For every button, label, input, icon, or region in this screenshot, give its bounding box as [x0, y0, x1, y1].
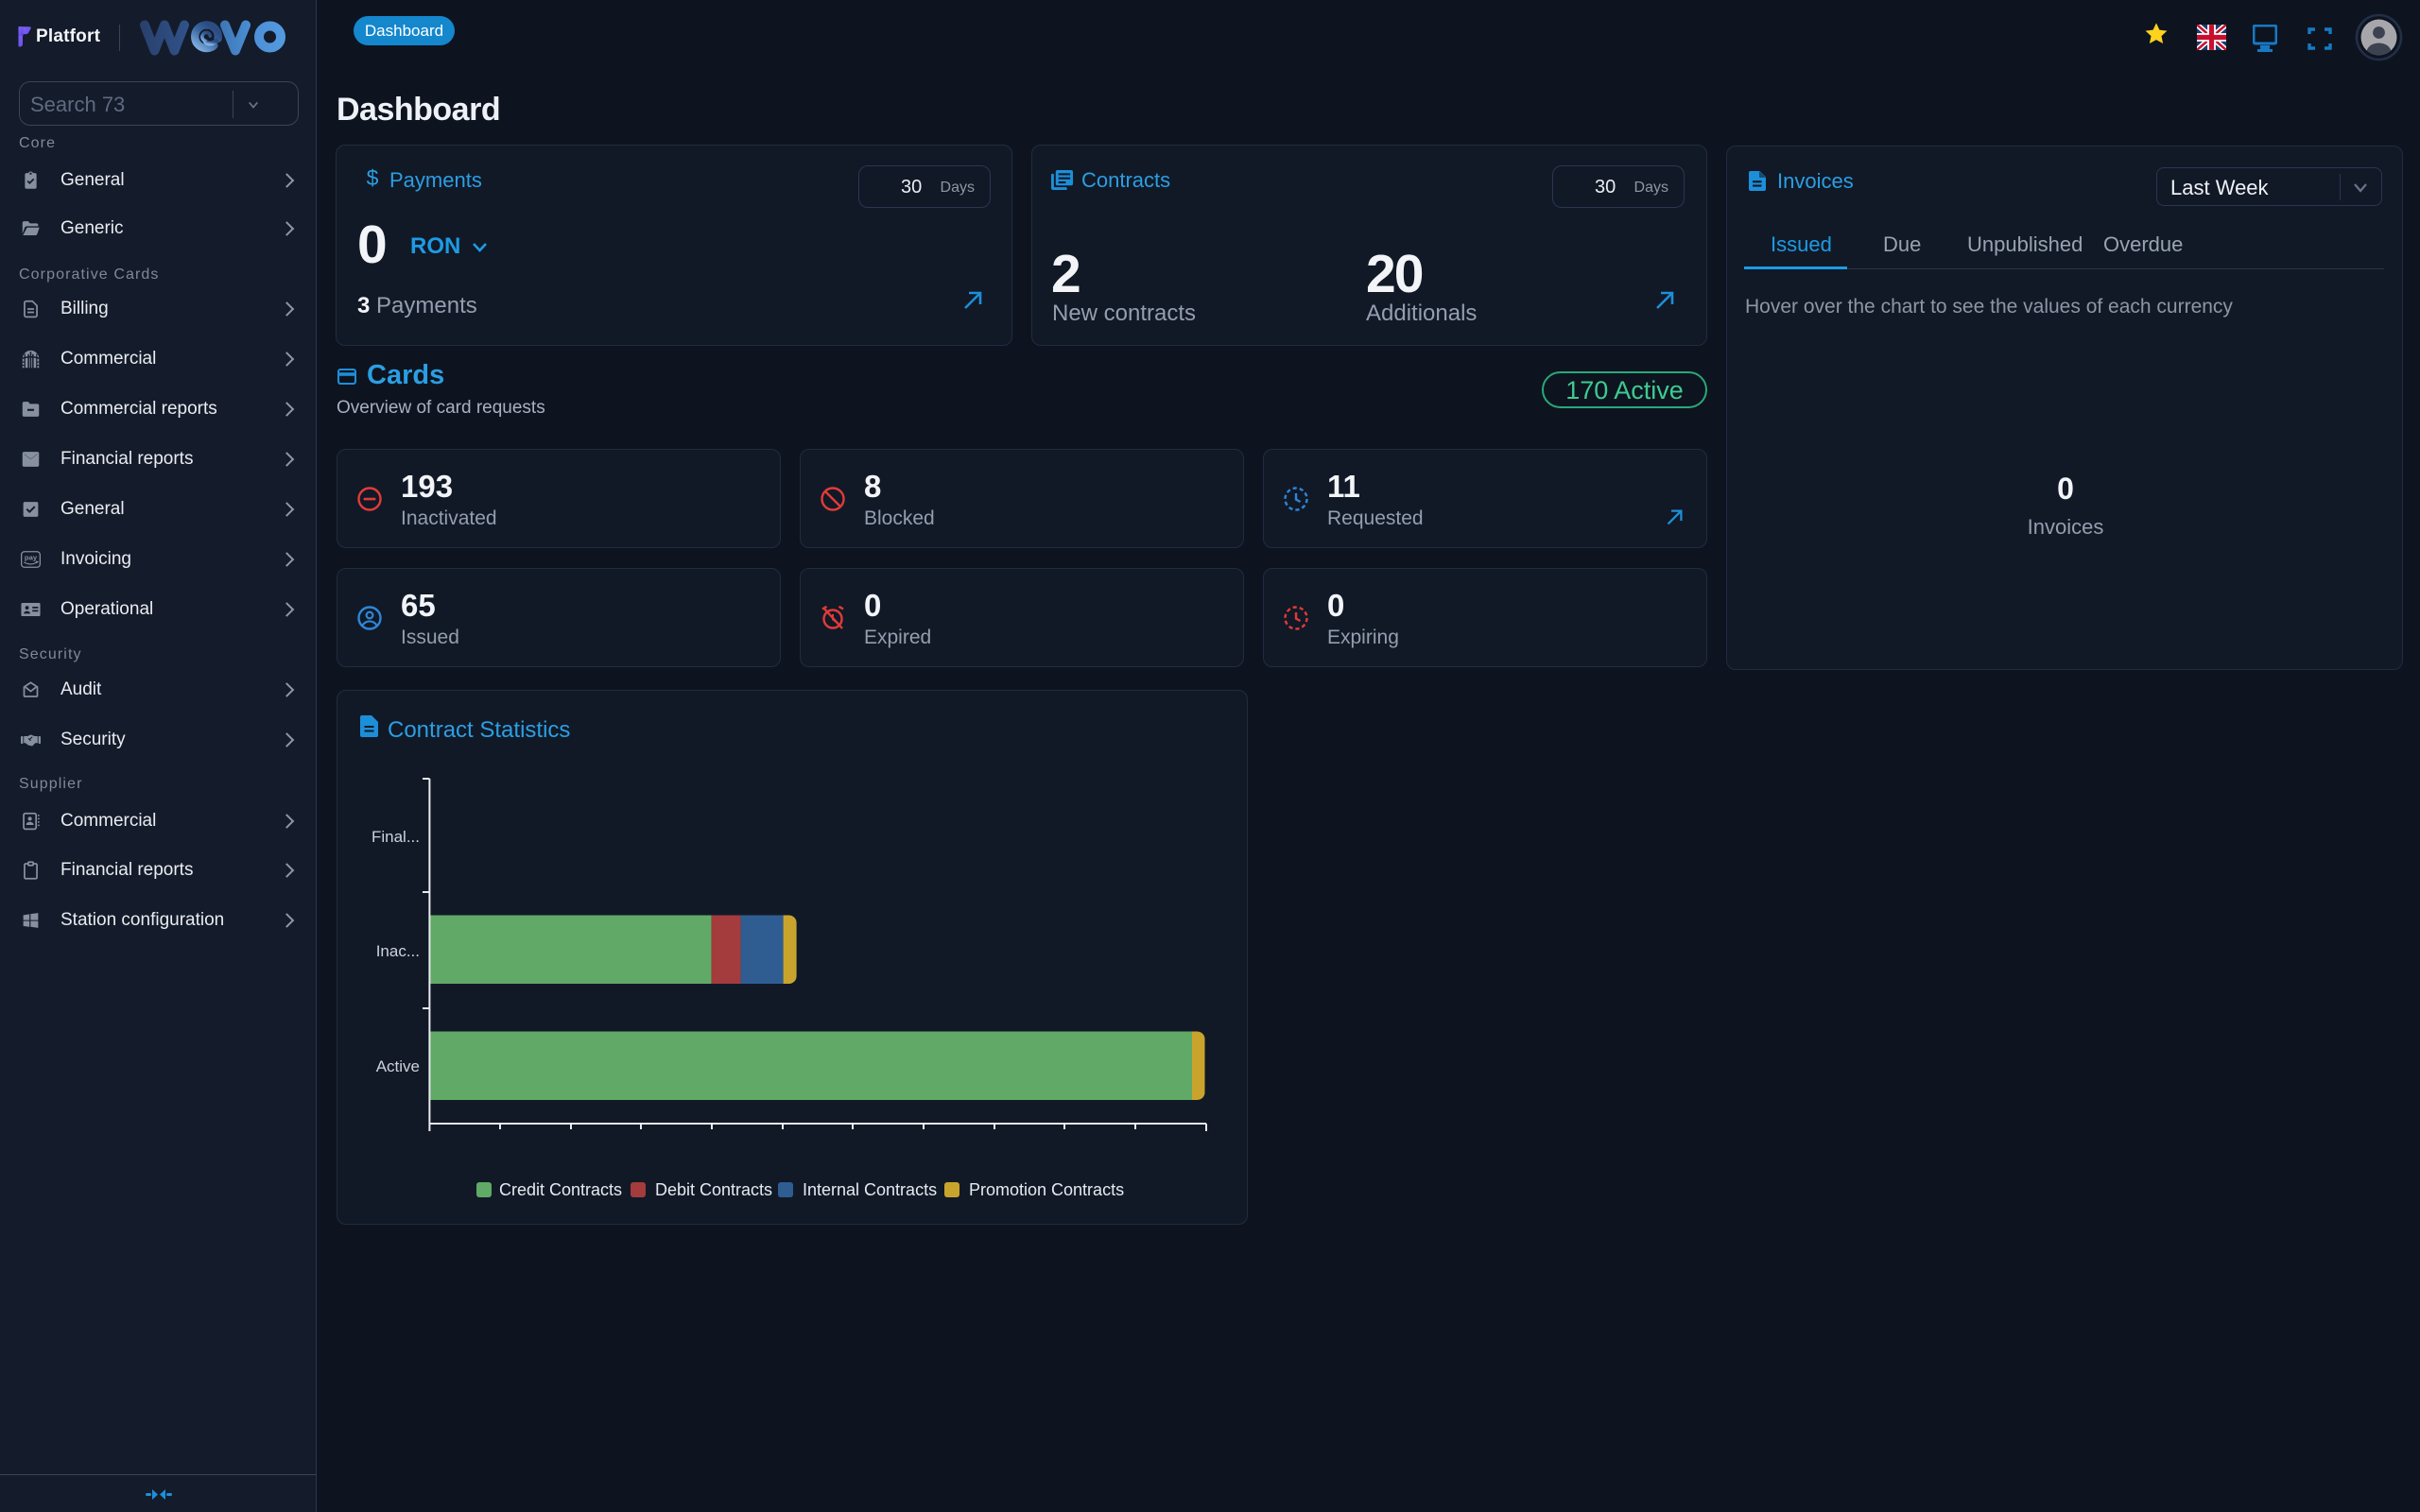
svg-text:pay: pay	[25, 553, 38, 561]
svg-text:Inac...: Inac...	[376, 942, 420, 960]
svg-text:Credit Contracts: Credit Contracts	[499, 1180, 622, 1199]
svg-text:Debit Contracts: Debit Contracts	[655, 1180, 772, 1199]
svg-text:Final...: Final...	[372, 828, 420, 846]
svg-text:$: $	[367, 165, 379, 190]
svg-text:Active: Active	[376, 1057, 420, 1075]
svg-text:Promotion Contracts: Promotion Contracts	[969, 1180, 1124, 1199]
svg-text:Internal Contracts: Internal Contracts	[803, 1180, 937, 1199]
